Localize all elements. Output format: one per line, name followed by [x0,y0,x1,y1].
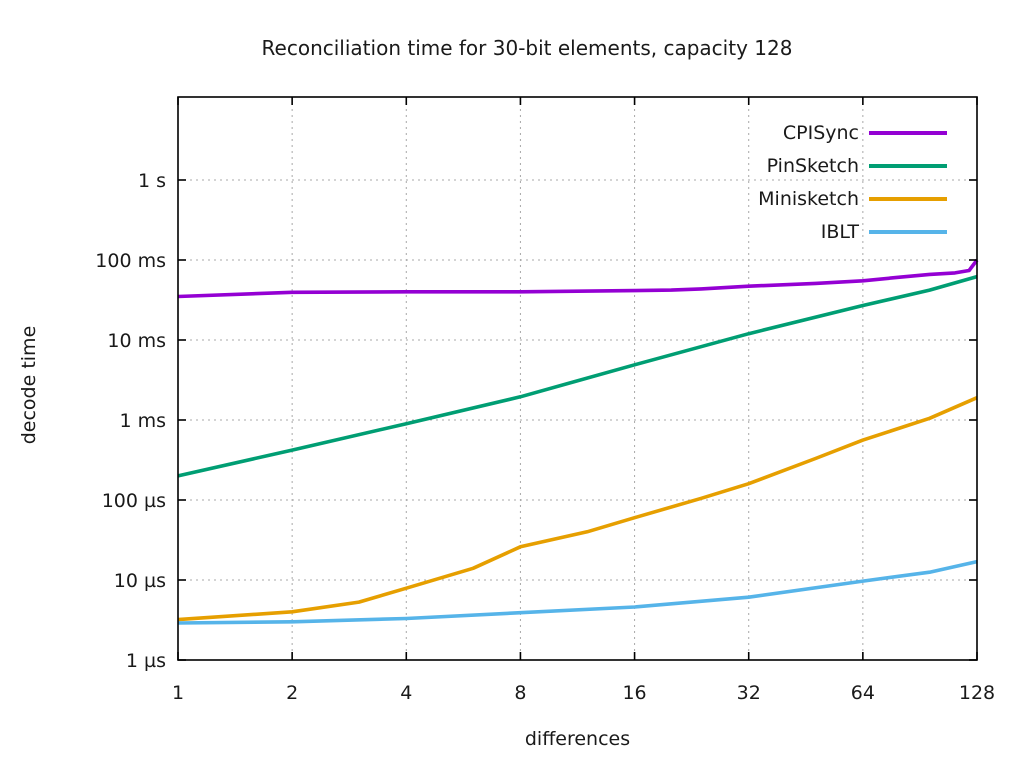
legend-line-sample [869,130,947,135]
y-tick-label: 1 s [138,170,166,192]
series-line-iblt [177,559,978,625]
x-tick-label: 4 [400,682,412,704]
legend-item-iblt: IBLT [647,215,947,248]
y-tick-label: 1 ms [119,410,166,432]
legend-item-cpisync: CPISync [647,116,947,149]
y-tick-label: 10 µs [114,570,166,592]
x-tick-label: 64 [851,682,875,704]
legend-line-sample [869,196,947,201]
legend-line-sample [869,163,947,168]
legend-label: PinSketch [766,154,859,177]
plot-border [177,96,978,661]
y-tick-label: 1 µs [126,650,166,672]
y-tick-label: 100 µs [102,490,166,512]
y-tick-label: 100 ms [95,250,166,272]
y-tick-label: 10 ms [107,330,166,352]
x-tick-label: 8 [514,682,526,704]
legend: CPISync PinSketch Minisketch IBLT [647,116,947,248]
series-line-minisketch [177,396,978,622]
x-tick-label: 1 [172,682,184,704]
legend-line-sample [869,229,947,234]
x-tick-label: 128 [959,682,995,704]
x-axis-title: differences [524,728,631,750]
legend-item-pinsketch: PinSketch [647,149,947,182]
x-tick-label: 16 [622,682,646,704]
legend-label: Minisketch [758,187,859,210]
x-tick-label: 2 [286,682,298,704]
legend-label: IBLT [820,220,859,243]
series-line-cpisync [177,258,979,299]
x-tick-label: 32 [737,682,761,704]
legend-item-minisketch: Minisketch [647,182,947,215]
series-line-pinsketch [177,274,978,478]
chart-title: Reconciliation time for 30-bit elements,… [261,36,793,60]
legend-label: CPISync [782,121,859,144]
